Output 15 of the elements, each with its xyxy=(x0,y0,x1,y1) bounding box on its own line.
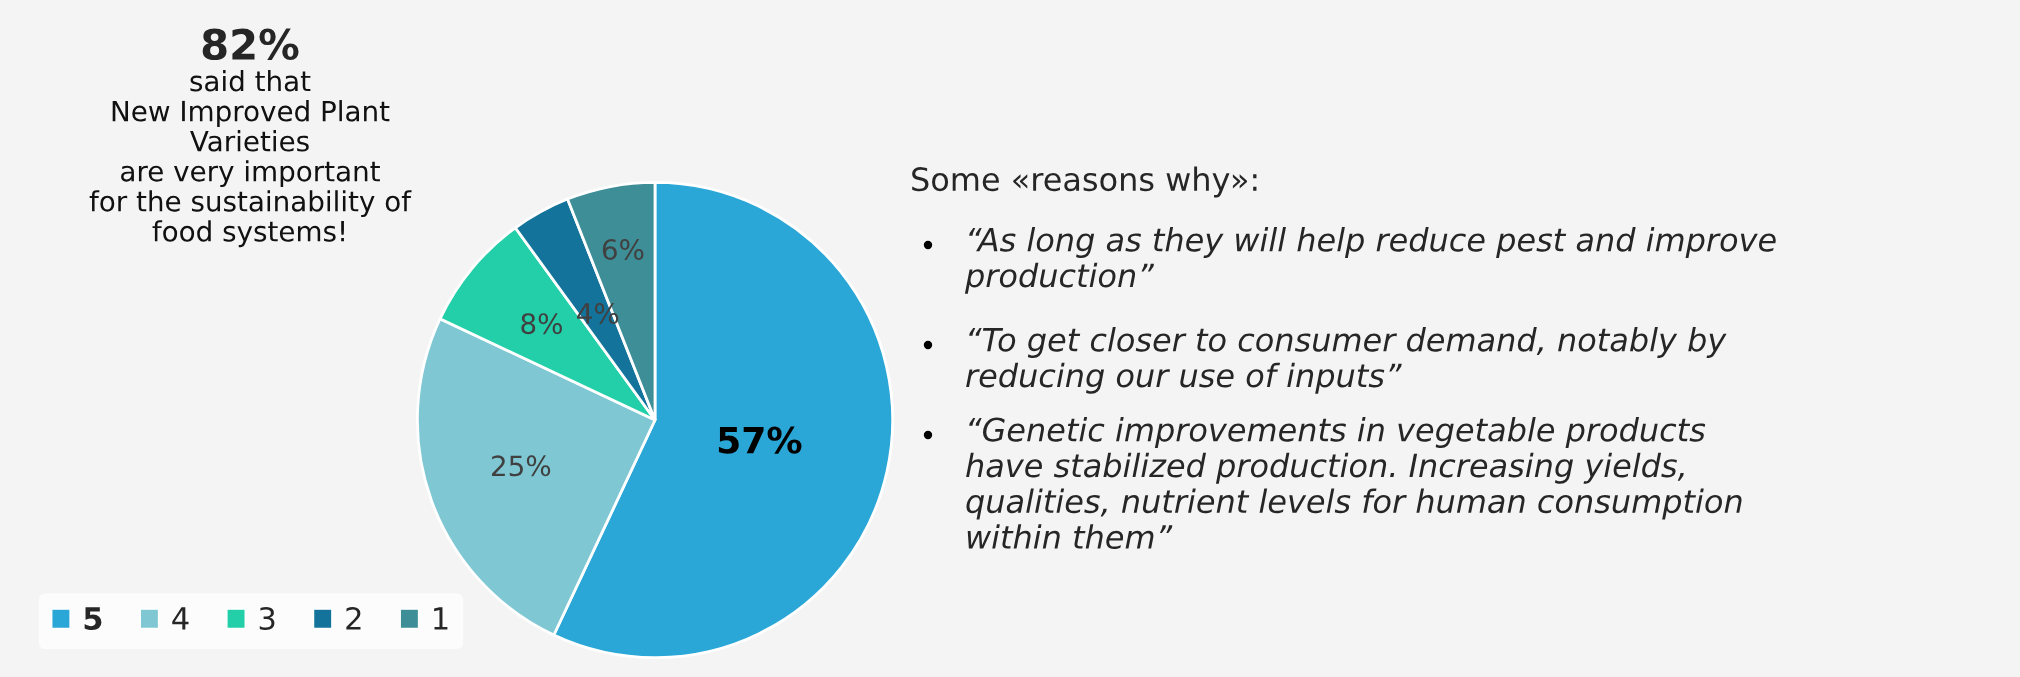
legend-label: 5 xyxy=(84,607,102,631)
text: 82% xyxy=(202,28,299,61)
text: said that New Improved Plant Varieties are very important for the sustainability of food systems! xyxy=(89,70,412,248)
data-label: 6% xyxy=(602,238,644,260)
text: “To get closer to consumer demand, notably by reducing our use of inputs” xyxy=(966,327,1727,394)
legend-label: 2 xyxy=(346,606,361,630)
text: Some «reasons why»: xyxy=(912,166,1257,198)
data-label: 57% xyxy=(718,426,802,454)
legend-label: 1 xyxy=(434,607,448,630)
text: “As long as they will help reduce pest and improve production” xyxy=(964,227,1776,294)
text: “Genetic improvements in vegetable products have stabilized production. Increasing yields, qualities, nutrient levels for human consumption within them” xyxy=(966,417,1742,550)
data-label: 25% xyxy=(492,455,551,477)
legend-label: 4 xyxy=(172,607,189,630)
legend-label: 3 xyxy=(259,606,275,631)
data-label: 8% xyxy=(521,313,562,335)
